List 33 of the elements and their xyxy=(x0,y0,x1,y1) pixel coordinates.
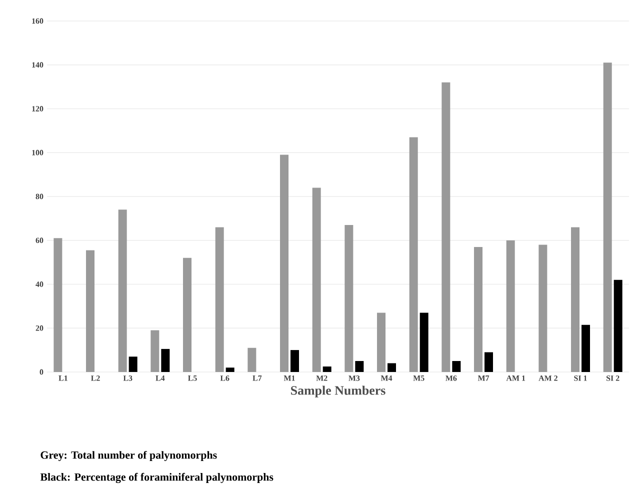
bar xyxy=(280,154,289,372)
bar xyxy=(215,227,224,372)
bar xyxy=(506,240,515,372)
bar xyxy=(248,348,256,372)
bar xyxy=(322,366,332,372)
bar xyxy=(442,82,450,372)
bar xyxy=(54,238,62,372)
bar xyxy=(474,246,483,372)
x-axis-title: Sample Numbers xyxy=(291,386,386,398)
bar xyxy=(355,361,364,372)
bar xyxy=(484,352,494,372)
bar xyxy=(128,356,138,372)
bar xyxy=(290,350,300,372)
bar xyxy=(603,62,612,372)
bar xyxy=(409,137,418,372)
bar xyxy=(161,348,170,372)
bar xyxy=(571,227,580,372)
bar xyxy=(150,330,160,372)
bar xyxy=(614,280,622,372)
bar xyxy=(388,363,396,372)
bar xyxy=(86,250,95,372)
bar xyxy=(183,258,192,372)
bar xyxy=(226,368,234,372)
bar xyxy=(582,324,590,372)
text: Black: Percentage of foraminiferal palynomorphs xyxy=(40,472,274,484)
bar xyxy=(377,312,386,372)
bar xyxy=(312,188,321,372)
bar xyxy=(538,244,548,372)
bar xyxy=(452,361,461,372)
bar xyxy=(344,225,354,372)
bar xyxy=(118,210,127,372)
text: Grey: Total number of palynomorphs xyxy=(40,450,217,462)
bar xyxy=(420,312,428,372)
